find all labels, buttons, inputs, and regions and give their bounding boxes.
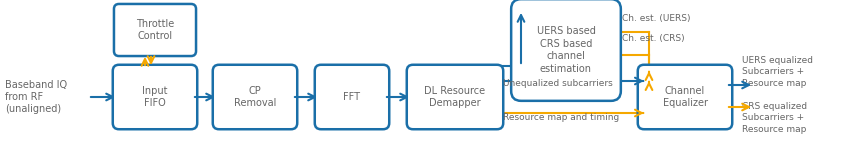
Text: FFT: FFT [343,92,360,102]
FancyBboxPatch shape [407,65,503,129]
Text: CP
Removal: CP Removal [234,86,276,108]
Text: Input
FIFO: Input FIFO [142,86,168,108]
Text: Baseband IQ
from RF
(unaligned): Baseband IQ from RF (unaligned) [5,80,67,114]
FancyBboxPatch shape [113,65,197,129]
Text: UERS based
CRS based
channel
estimation: UERS based CRS based channel estimation [537,26,595,74]
FancyBboxPatch shape [114,4,196,56]
Text: Resource map and timing: Resource map and timing [503,112,619,121]
FancyBboxPatch shape [212,65,298,129]
FancyBboxPatch shape [315,65,390,129]
Text: DL Resource
Demapper: DL Resource Demapper [425,86,486,108]
FancyBboxPatch shape [638,65,732,129]
Text: CRS equalized
Subcarriers +
Resource map: CRS equalized Subcarriers + Resource map [742,102,808,134]
Text: UERS equalized
Subcarriers +
Resource map: UERS equalized Subcarriers + Resource ma… [742,56,813,88]
Text: Throttle
Control: Throttle Control [136,19,174,41]
Text: Channel
Equalizer: Channel Equalizer [662,86,708,108]
FancyBboxPatch shape [511,0,621,101]
Text: Ch. est. (CRS): Ch. est. (CRS) [622,35,685,44]
Text: Unequalized subcarriers: Unequalized subcarriers [503,79,612,88]
Text: Ch. est. (UERS): Ch. est. (UERS) [622,15,691,24]
